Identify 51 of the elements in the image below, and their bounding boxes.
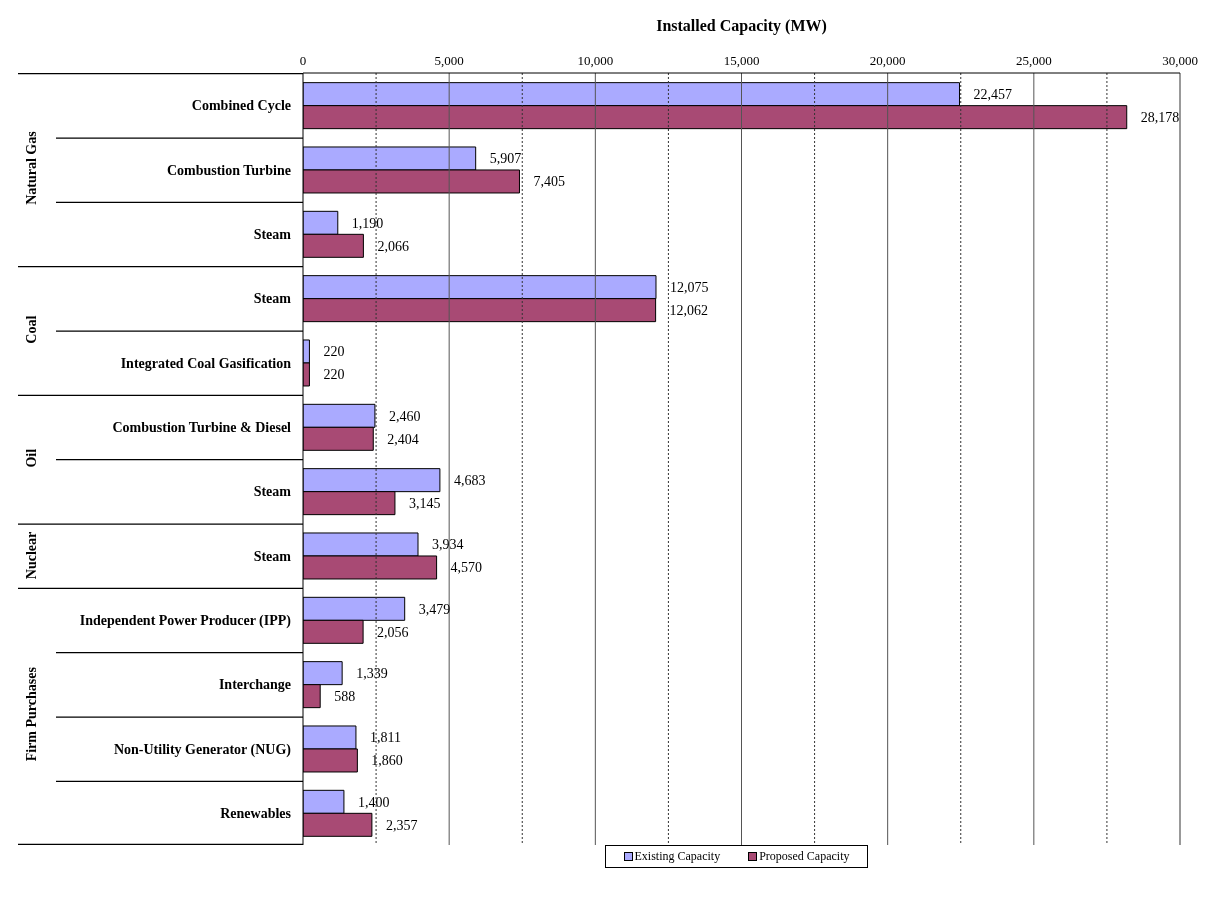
data-label: 7,405 <box>533 174 565 190</box>
text: Oil <box>24 448 39 468</box>
data-label: 1,811 <box>369 730 401 746</box>
data-label: 220 <box>323 367 345 383</box>
data-label: 1,860 <box>371 753 403 769</box>
data-label: 12,062 <box>669 303 709 319</box>
y-tick-label: Steam <box>253 548 292 564</box>
y-tick-label: Steam <box>253 291 292 307</box>
text: Coal <box>24 315 39 344</box>
x-tick-label: 30,000 <box>1162 53 1198 68</box>
data-label: 588 <box>334 689 356 705</box>
data-label: 5,907 <box>489 151 522 167</box>
y-tick-label: Non-Utility Generator (NUG) <box>113 741 292 758</box>
data-label: 1,190 <box>351 215 384 231</box>
x-tick-label: 5,000 <box>434 53 464 68</box>
y-tick-label: Steam <box>253 484 292 500</box>
data-label: 220 <box>323 344 345 360</box>
y-tick-label: Renewables <box>220 805 292 821</box>
y-tick-label: Interchange <box>218 677 291 693</box>
data-label: 2,066 <box>377 238 409 254</box>
data-label: 2,056 <box>377 624 409 640</box>
y-tick-label: Combined Cycle <box>191 98 291 114</box>
x-axis-title: Installed Capacity (MW) <box>656 17 827 36</box>
data-label: 3,145 <box>408 496 441 512</box>
text: Firm Purchases <box>24 666 39 762</box>
y-tick-label: Combustion Turbine <box>166 162 291 178</box>
x-tick-label: 0 <box>299 53 307 68</box>
data-label: 4,683 <box>453 473 486 489</box>
text: Natural Gas <box>24 130 39 205</box>
legend-label: Proposed Capacity <box>758 849 850 864</box>
data-label: 2,404 <box>387 431 419 447</box>
x-tick-label: 25,000 <box>1015 53 1052 68</box>
data-label: 2,357 <box>385 817 418 833</box>
x-tick-label: 20,000 <box>869 53 906 68</box>
y-tick-label: Independent Power Producer (IPP) <box>79 612 292 629</box>
data-label: 4,570 <box>450 560 483 576</box>
data-label: 12,075 <box>669 280 709 296</box>
data-label: 1,339 <box>356 666 388 682</box>
text: Nuclear <box>24 531 39 580</box>
y-tick-label: Steam <box>253 226 292 242</box>
data-label: 1,400 <box>357 794 390 810</box>
y-tick-label: Combustion Turbine & Diesel <box>112 419 292 435</box>
x-tick-label: 15,000 <box>723 53 760 68</box>
data-label: 2,460 <box>388 408 421 424</box>
x-tick-label: 10,000 <box>577 53 614 68</box>
data-label: 28,178 <box>1140 110 1180 126</box>
data-label: 3,934 <box>432 537 464 553</box>
data-label: 22,457 <box>973 87 1012 103</box>
data-label: 3,479 <box>418 601 451 617</box>
legend-label: Existing Capacity <box>633 849 721 864</box>
y-tick-label: Integrated Coal Gasification <box>120 355 292 371</box>
